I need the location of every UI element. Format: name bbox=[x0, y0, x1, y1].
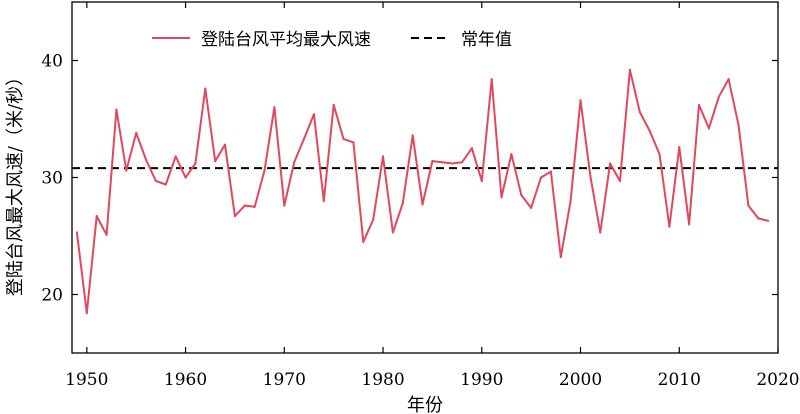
data-point-1987 bbox=[451, 162, 454, 165]
data-point-1963 bbox=[214, 160, 217, 163]
data-point-1956 bbox=[144, 158, 148, 162]
data-point-1979 bbox=[372, 218, 375, 221]
x-tick-label-1950: 1950 bbox=[65, 370, 108, 390]
data-point-1950 bbox=[85, 312, 88, 315]
data-point-1993 bbox=[510, 153, 513, 156]
data-point-1989 bbox=[470, 147, 474, 150]
data-point-1966 bbox=[243, 204, 246, 207]
data-point-1978 bbox=[362, 240, 365, 243]
data-point-1951 bbox=[95, 215, 98, 218]
data-point-2012 bbox=[697, 103, 701, 107]
legend-label-average: 登陆台风平均最大风速 bbox=[201, 30, 371, 50]
data-point-2014 bbox=[717, 95, 720, 98]
data-point-2018 bbox=[757, 217, 760, 220]
data-point-2006 bbox=[638, 110, 641, 114]
data-point-1983 bbox=[411, 134, 414, 137]
x-tick-label-1980: 1980 bbox=[361, 370, 404, 390]
data-point-1994 bbox=[520, 193, 523, 197]
data-point-1974 bbox=[322, 199, 325, 202]
data-point-1991 bbox=[490, 78, 493, 81]
legend-label-normal: 常年值 bbox=[461, 30, 512, 50]
data-point-1980 bbox=[381, 155, 385, 158]
data-point-1985 bbox=[431, 160, 434, 163]
data-point-1984 bbox=[421, 203, 424, 206]
data-point-1973 bbox=[312, 113, 316, 116]
data-point-2010 bbox=[678, 145, 681, 149]
data-point-2002 bbox=[599, 231, 602, 234]
y-tick-label-20: 20 bbox=[41, 286, 63, 306]
data-point-1957 bbox=[154, 179, 158, 183]
data-point-1962 bbox=[204, 87, 207, 90]
data-point-1964 bbox=[223, 143, 227, 146]
data-point-1977 bbox=[352, 141, 355, 144]
y-tick-label-40: 40 bbox=[41, 52, 63, 72]
data-point-1965 bbox=[233, 215, 237, 218]
data-point-1970 bbox=[283, 204, 286, 207]
data-point-1975 bbox=[332, 103, 335, 107]
data-point-1960 bbox=[184, 176, 187, 179]
data-point-2005 bbox=[628, 68, 631, 71]
data-point-1995 bbox=[530, 206, 533, 210]
data-point-1981 bbox=[391, 231, 395, 234]
x-axis-label: 年份 bbox=[407, 395, 443, 414]
data-point-1988 bbox=[460, 161, 464, 164]
data-point-1958 bbox=[164, 183, 167, 186]
data-point-2001 bbox=[589, 175, 592, 178]
data-point-1968 bbox=[263, 169, 266, 172]
data-point-1998 bbox=[559, 255, 562, 259]
x-tick-label-2010: 2010 bbox=[658, 370, 701, 390]
data-point-2009 bbox=[668, 225, 671, 228]
data-point-2016 bbox=[737, 123, 740, 126]
data-point-1952 bbox=[105, 233, 108, 236]
data-point-1986 bbox=[441, 161, 444, 164]
x-tick-label-1970: 1970 bbox=[263, 370, 306, 390]
data-point-1997 bbox=[549, 170, 552, 173]
data-point-2008 bbox=[658, 153, 661, 156]
x-tick-label-2020: 2020 bbox=[756, 370, 799, 390]
y-tick-label-30: 30 bbox=[41, 169, 63, 189]
x-tick-label-2000: 2000 bbox=[559, 370, 602, 390]
data-point-1992 bbox=[500, 196, 503, 199]
data-point-1972 bbox=[302, 137, 306, 140]
data-point-1999 bbox=[569, 199, 572, 202]
data-point-1967 bbox=[253, 205, 256, 208]
data-point-1969 bbox=[273, 106, 276, 109]
average-wind-line bbox=[75, 68, 769, 315]
legend: 登陆台风平均最大风速 常年值 bbox=[152, 30, 512, 50]
axis-ticks bbox=[72, 2, 779, 353]
data-point-2003 bbox=[609, 162, 612, 165]
x-tick-label-1990: 1990 bbox=[460, 370, 503, 390]
data-point-1953 bbox=[115, 108, 118, 111]
series-layer bbox=[72, 68, 778, 315]
data-point-2011 bbox=[688, 223, 691, 226]
data-point-1949 bbox=[75, 231, 79, 234]
data-point-1982 bbox=[401, 202, 404, 205]
data-point-1954 bbox=[125, 169, 128, 172]
plot-frame bbox=[71, 1, 779, 354]
data-point-2004 bbox=[618, 179, 622, 183]
data-point-2007 bbox=[648, 129, 651, 132]
data-point-1955 bbox=[135, 131, 138, 135]
data-point-1996 bbox=[539, 176, 543, 179]
data-point-2015 bbox=[727, 78, 730, 81]
data-point-1961 bbox=[194, 162, 197, 165]
data-point-1959 bbox=[174, 155, 177, 158]
data-point-2013 bbox=[707, 127, 710, 130]
data-point-2017 bbox=[747, 204, 750, 207]
data-point-2000 bbox=[579, 99, 582, 102]
data-point-1990 bbox=[480, 179, 483, 183]
data-point-1971 bbox=[293, 161, 296, 164]
data-point-2019 bbox=[767, 219, 770, 222]
data-point-1976 bbox=[342, 137, 345, 140]
y-axis-label: 登陆台风最大风速/（米/秒） bbox=[5, 68, 26, 296]
x-tick-label-1960: 1960 bbox=[164, 370, 207, 390]
